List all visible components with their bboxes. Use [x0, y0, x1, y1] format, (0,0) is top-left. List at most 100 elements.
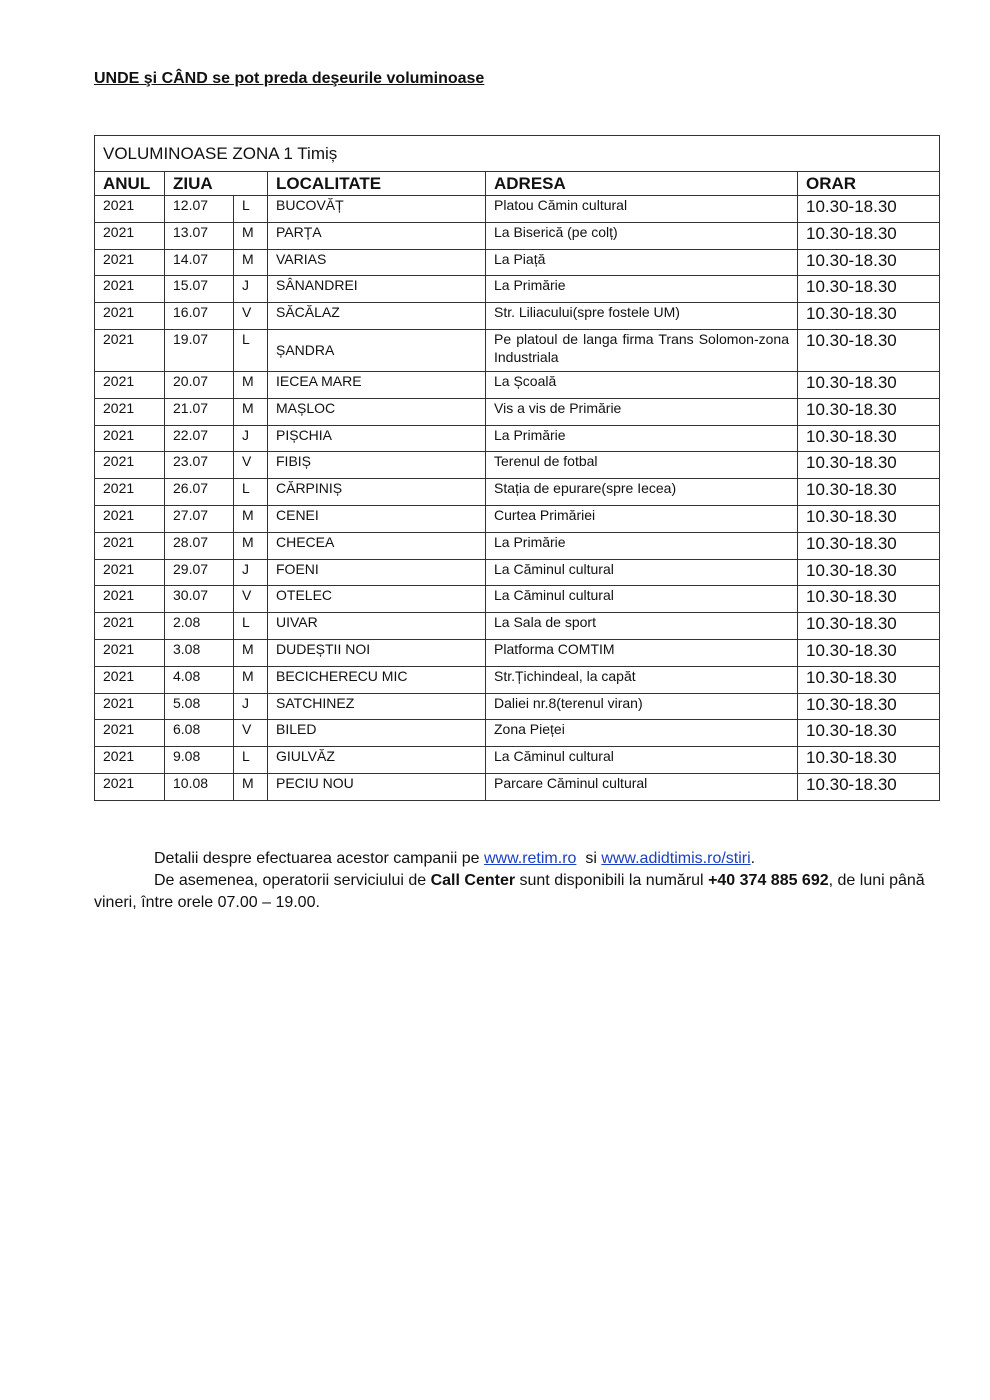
cell-hours: 10.30-18.30 [796, 424, 941, 453]
table-row: 2021 4.08 M BECICHERECU MIC Str.Țichindeal, … [94, 665, 941, 694]
cell-address: Str.Țichindeal, la capăt [485, 665, 798, 694]
header-ziua: ZIUA [164, 171, 268, 196]
cell-hours: 10.30-18.30 [796, 328, 941, 372]
cell-locality: CĂRPINIȘ [267, 478, 486, 506]
cell-locality: UIVAR [267, 612, 486, 640]
cell-weekday: V [233, 585, 268, 614]
cell-hours: 10.30-18.30 [796, 370, 941, 399]
cell-hours: 10.30-18.30 [796, 275, 941, 304]
cell-hours: 10.30-18.30 [796, 397, 941, 426]
cell-date: 9.08 [164, 746, 234, 774]
cell-hours: 10.30-18.30 [796, 692, 941, 721]
cell-hours: 10.30-18.30 [796, 195, 941, 223]
cell-weekday: L [233, 478, 268, 506]
table-row: 2021 29.07 J FOENI La Căminul cultural 10.30-… [94, 558, 941, 587]
table-row: 2021 5.08 J SATCHINEZ Daliei nr.8(terenul vi… [94, 692, 941, 721]
cell-address: Curtea Primăriei [485, 504, 798, 533]
cell-address: Vis a vis de Primărie [485, 397, 798, 426]
cell-weekday: M [233, 638, 268, 667]
call-center-label: Call Center [430, 872, 516, 889]
cell-date: 20.07 [164, 370, 234, 399]
cell-address: La Primărie [485, 275, 798, 304]
details-text: Detalii despre efectuarea acestor campan… [154, 850, 484, 867]
cell-year: 2021 [94, 397, 165, 426]
cell-year: 2021 [94, 531, 165, 560]
cell-locality: GIULVĂZ [267, 746, 486, 774]
cell-locality: MAȘLOC [267, 397, 486, 426]
table-row: 2021 13.07 M PARȚA La Biserică (pe colț) 10.3… [94, 221, 941, 250]
cell-locality: BECICHERECU MIC [267, 665, 486, 694]
table-row: 2021 10.08 M PECIU NOU Parcare Căminul cultu… [94, 772, 941, 801]
cell-year: 2021 [94, 692, 165, 721]
call-center-paragraph: De asemenea, operatorii serviciului de C… [94, 870, 940, 914]
table-row: 2021 30.07 V OTELEC La Căminul cultural 10.30… [94, 585, 941, 614]
cell-date: 6.08 [164, 719, 234, 748]
cell-address: La Primărie [485, 424, 798, 453]
cell-weekday: L [233, 328, 268, 372]
call-center-text: De asemenea, operatorii serviciului de [154, 872, 431, 889]
cell-address: Platou Cămin cultural [485, 195, 798, 223]
table-row: 2021 28.07 M CHECEA La Primărie 10.30-18.30 [94, 531, 941, 560]
cell-year: 2021 [94, 302, 165, 330]
cell-locality: CHECEA [267, 531, 486, 560]
cell-address: Parcare Căminul cultural [485, 772, 798, 801]
cell-weekday: M [233, 397, 268, 426]
table-row: 2021 27.07 M CENEI Curtea Primăriei 10.30-18.… [94, 504, 941, 533]
cell-address: Terenul de fotbal [485, 451, 798, 480]
details-text-mid: si [576, 850, 602, 867]
cell-weekday: V [233, 719, 268, 748]
table-row: 2021 26.07 L CĂRPINIȘ Stația de epurare(spre… [94, 478, 941, 506]
table-row: 2021 3.08 M DUDEȘTII NOI Platforma COMTIM 10.… [94, 638, 941, 667]
cell-year: 2021 [94, 451, 165, 480]
table-row: 2021 23.07 V FIBIȘ Terenul de fotbal 10.30-18… [94, 451, 941, 480]
header-localitate: LOCALITATE [267, 171, 486, 196]
cell-locality: FIBIȘ [267, 451, 486, 480]
cell-date: 22.07 [164, 424, 234, 453]
cell-address: Pe platoul de langa firma Trans Solomon-… [485, 328, 798, 372]
cell-hours: 10.30-18.30 [796, 302, 941, 330]
table-row: 2021 2.08 L UIVAR La Sala de sport 10.30-18.3… [94, 612, 941, 640]
cell-date: 14.07 [164, 248, 234, 277]
cell-address: Daliei nr.8(terenul viran) [485, 692, 798, 721]
cell-year: 2021 [94, 221, 165, 250]
cell-address: La Sala de sport [485, 612, 798, 640]
cell-date: 10.08 [164, 772, 234, 801]
cell-hours: 10.30-18.30 [796, 585, 941, 614]
cell-year: 2021 [94, 248, 165, 277]
cell-weekday: M [233, 531, 268, 560]
details-text-end: . [750, 850, 756, 867]
cell-hours: 10.30-18.30 [796, 558, 941, 587]
table-row: 2021 12.07 L BUCOVĂȚ Platou Cămin cultural 10… [94, 195, 941, 223]
cell-address: Platforma COMTIM [485, 638, 798, 667]
cell-weekday: J [233, 424, 268, 453]
cell-year: 2021 [94, 504, 165, 533]
zone-title-row: VOLUMINOASE ZONA 1 Timiș [93, 135, 941, 172]
cell-date: 27.07 [164, 504, 234, 533]
cell-address: Str. Liliacului(spre fostele UM) [485, 302, 798, 330]
cell-weekday: M [233, 504, 268, 533]
cell-locality: DUDEȘTII NOI [267, 638, 486, 667]
details-paragraph: Detalii despre efectuarea acestor campan… [94, 848, 940, 870]
cell-hours: 10.30-18.30 [796, 504, 941, 533]
cell-weekday: J [233, 692, 268, 721]
cell-date: 2.08 [164, 612, 234, 640]
adidtimis-link[interactable]: www.adidtimis.ro/stiri [601, 850, 751, 867]
retim-link[interactable]: www.retim.ro [483, 850, 577, 867]
cell-hours: 10.30-18.30 [796, 221, 941, 250]
cell-year: 2021 [94, 665, 165, 694]
cell-year: 2021 [94, 195, 165, 223]
table-row: 2021 16.07 V SĂCĂLAZ Str. Liliacului(spre fo… [94, 302, 941, 330]
cell-date: 5.08 [164, 692, 234, 721]
cell-weekday: M [233, 665, 268, 694]
cell-date: 15.07 [164, 275, 234, 304]
header-row: ANUL ZIUA LOCALITATE ADRESA ORAR [94, 171, 941, 196]
table-row: 2021 22.07 J PIȘCHIA La Primărie 10.30-18.30 [94, 424, 941, 453]
cell-weekday: L [233, 746, 268, 774]
cell-year: 2021 [94, 585, 165, 614]
table-row: 2021 15.07 J SÂNANDREI La Primărie 10.30-18.3… [94, 275, 941, 304]
cell-weekday: V [233, 302, 268, 330]
cell-locality: BILED [267, 719, 486, 748]
cell-weekday: L [233, 612, 268, 640]
cell-address: La Biserică (pe colț) [485, 221, 798, 250]
cell-year: 2021 [94, 719, 165, 748]
